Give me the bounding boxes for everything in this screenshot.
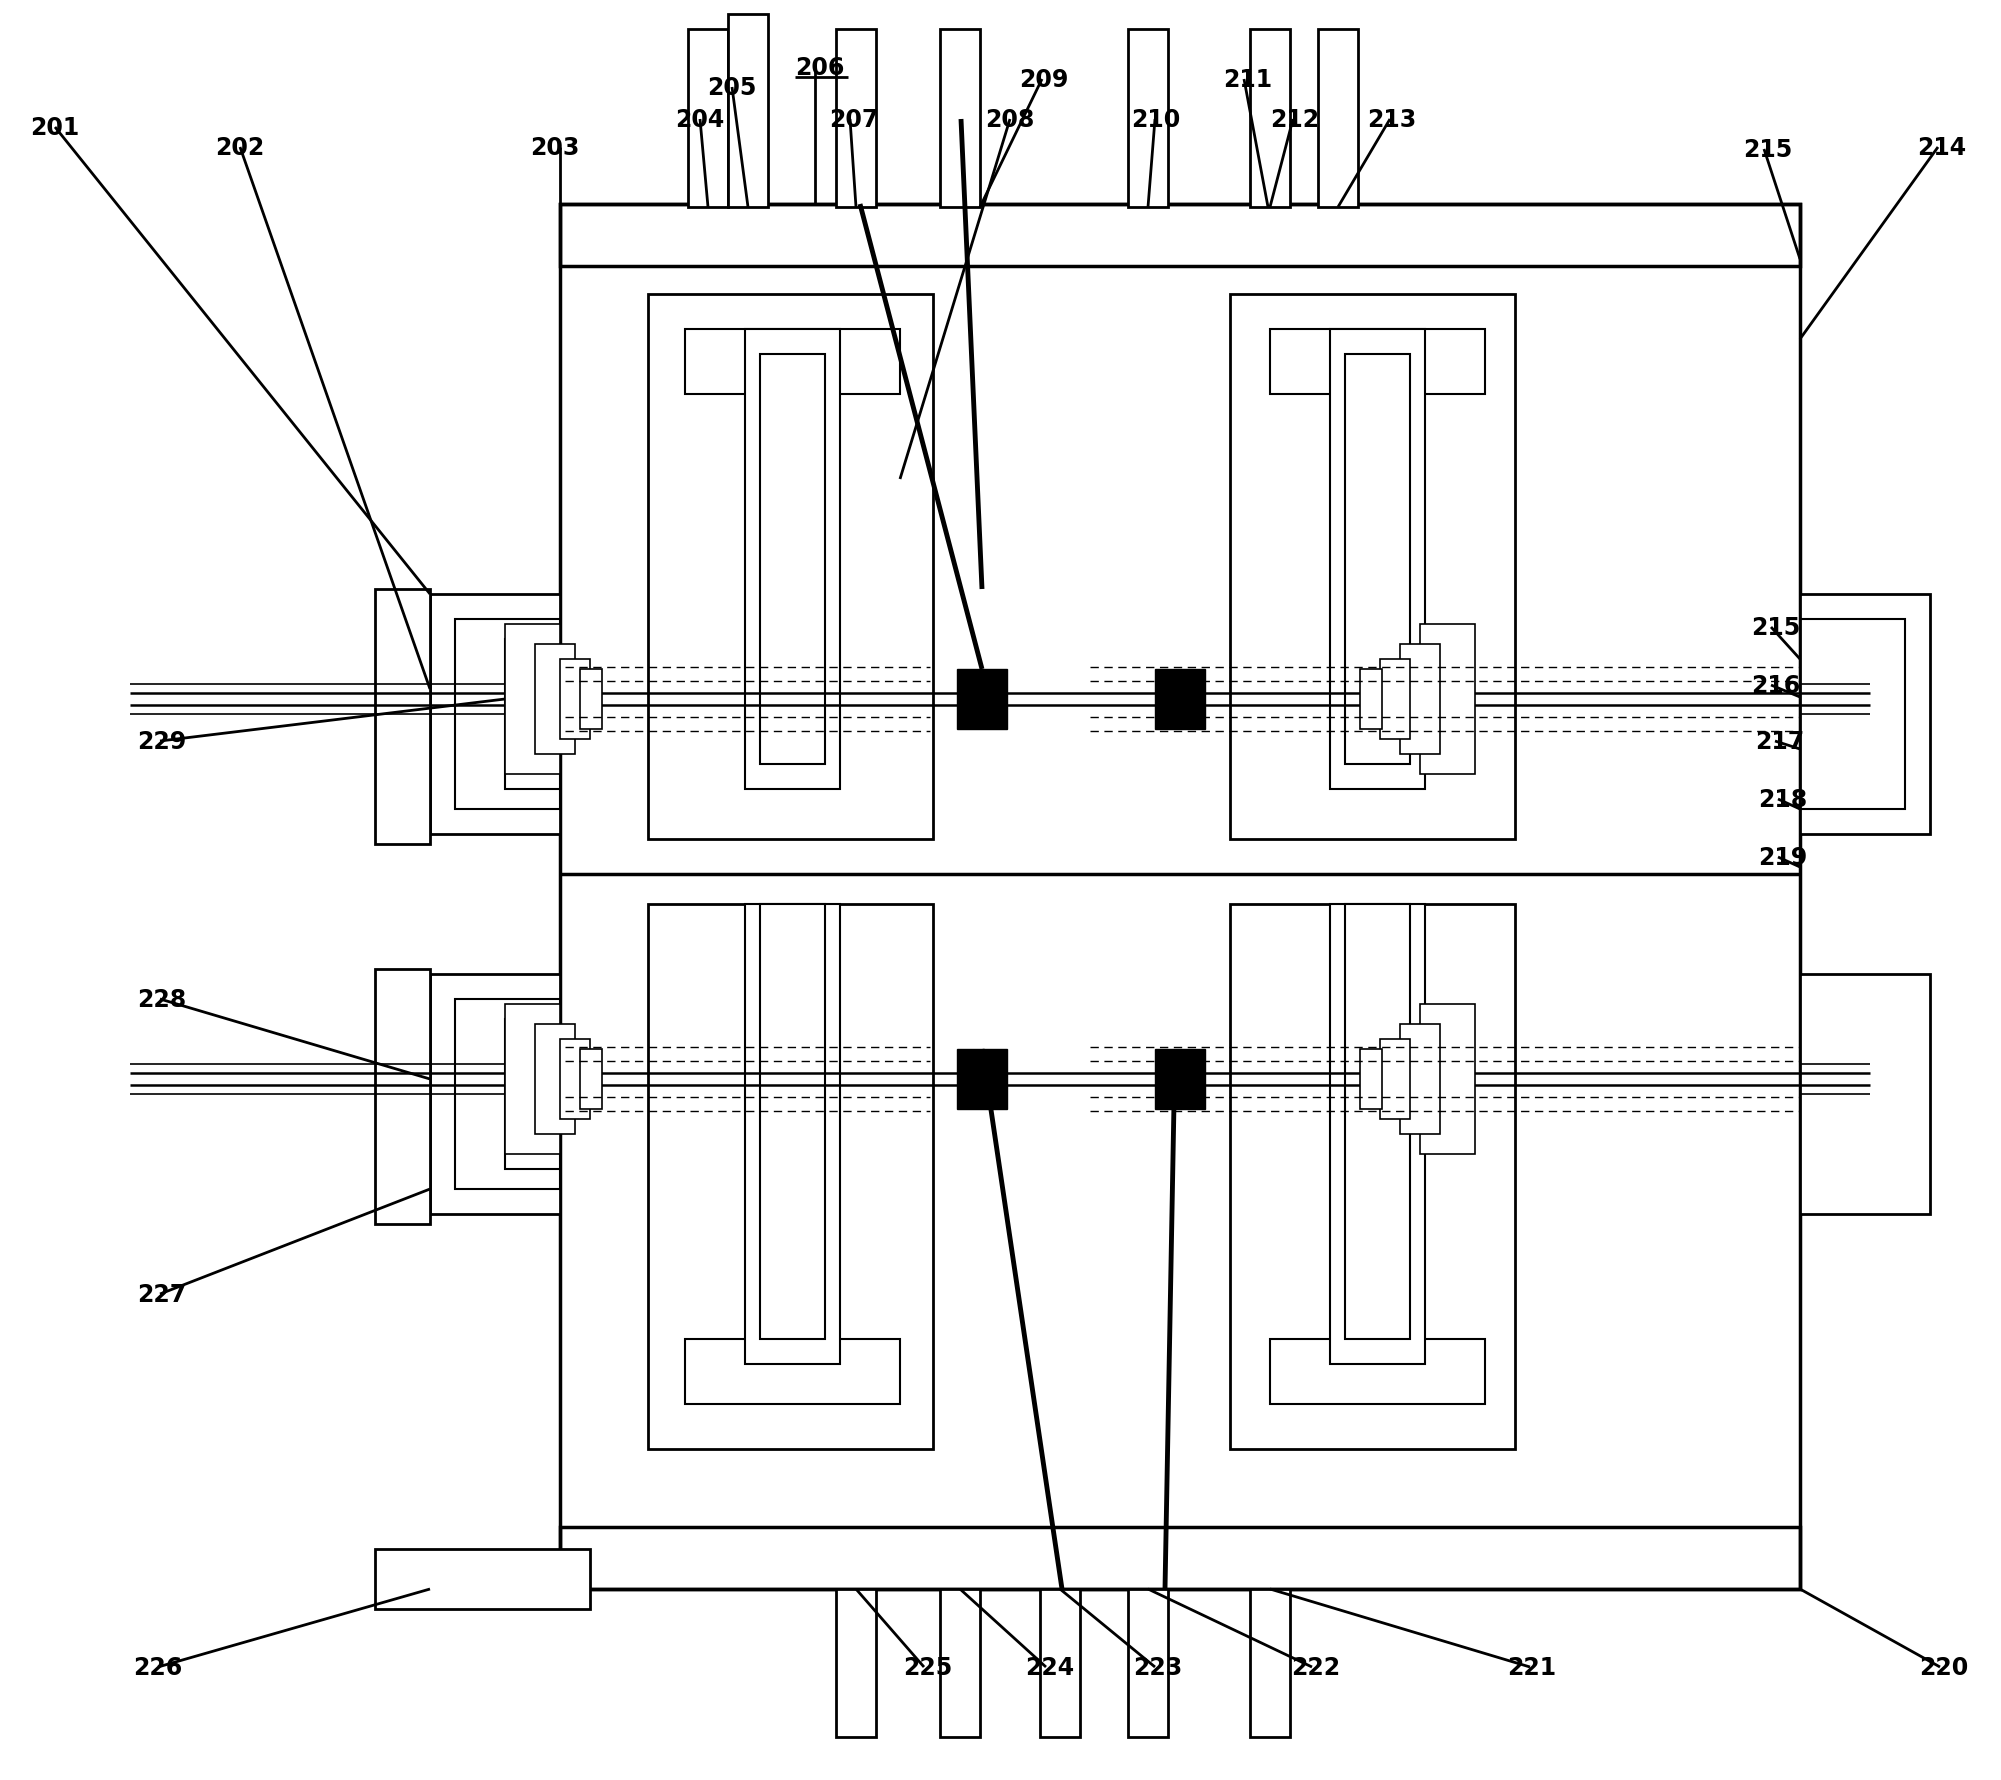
- Text: 205: 205: [706, 77, 756, 100]
- Text: 206: 206: [794, 55, 844, 80]
- Bar: [1801, 974, 1931, 1214]
- Bar: [560, 205, 1801, 1590]
- Text: 216: 216: [1751, 673, 1801, 698]
- Text: 215: 215: [1751, 616, 1801, 639]
- Text: 220: 220: [1919, 1655, 1969, 1679]
- Bar: [1041, 1590, 1081, 1737]
- Bar: [1345, 904, 1411, 1339]
- Text: 219: 219: [1759, 846, 1807, 869]
- Bar: [956, 1050, 1007, 1109]
- Text: 228: 228: [138, 988, 186, 1011]
- Bar: [1331, 904, 1425, 1363]
- Bar: [1401, 644, 1441, 755]
- Text: 229: 229: [138, 730, 186, 753]
- Bar: [968, 1057, 996, 1102]
- Bar: [1421, 1004, 1475, 1155]
- Bar: [374, 589, 430, 844]
- Bar: [836, 30, 876, 208]
- Bar: [580, 1050, 602, 1109]
- Bar: [560, 660, 590, 739]
- Bar: [1251, 30, 1291, 208]
- Text: 213: 213: [1367, 109, 1417, 132]
- Text: 208: 208: [984, 109, 1035, 132]
- Bar: [1319, 30, 1359, 208]
- Bar: [430, 595, 560, 835]
- Bar: [684, 329, 900, 395]
- Bar: [504, 1004, 560, 1155]
- Bar: [1421, 625, 1475, 774]
- Bar: [534, 644, 574, 755]
- Bar: [744, 904, 840, 1363]
- Bar: [1155, 1050, 1205, 1109]
- Bar: [1271, 1339, 1485, 1404]
- Text: 226: 226: [134, 1655, 182, 1679]
- Text: 209: 209: [1019, 68, 1069, 93]
- Bar: [580, 669, 602, 730]
- Bar: [684, 1339, 900, 1404]
- Bar: [560, 1527, 1801, 1590]
- Bar: [968, 678, 996, 721]
- Text: 225: 225: [902, 1655, 952, 1679]
- Bar: [728, 14, 768, 208]
- Bar: [1361, 669, 1383, 730]
- Bar: [1231, 295, 1515, 840]
- Bar: [1401, 1025, 1441, 1134]
- Bar: [374, 1549, 590, 1609]
- Text: 217: 217: [1755, 730, 1805, 753]
- Bar: [940, 1590, 980, 1737]
- Text: 223: 223: [1133, 1655, 1183, 1679]
- Bar: [374, 970, 430, 1225]
- Bar: [430, 974, 560, 1214]
- Bar: [956, 669, 1007, 730]
- Bar: [504, 625, 560, 774]
- Text: 214: 214: [1917, 135, 1967, 160]
- Bar: [744, 329, 840, 790]
- Text: 201: 201: [30, 116, 80, 141]
- Bar: [504, 639, 560, 790]
- Text: 203: 203: [530, 135, 580, 160]
- Bar: [688, 30, 728, 208]
- Bar: [760, 904, 824, 1339]
- Bar: [1331, 329, 1425, 790]
- Text: 218: 218: [1759, 787, 1807, 812]
- Text: 204: 204: [676, 109, 724, 132]
- Bar: [454, 999, 560, 1189]
- Bar: [560, 1040, 590, 1120]
- Bar: [1251, 1590, 1291, 1737]
- Bar: [1155, 669, 1205, 730]
- Bar: [1361, 1050, 1383, 1109]
- Text: 215: 215: [1743, 137, 1793, 162]
- Text: 222: 222: [1291, 1655, 1341, 1679]
- Bar: [940, 30, 980, 208]
- Bar: [1271, 329, 1485, 395]
- Bar: [836, 1590, 876, 1737]
- Text: 224: 224: [1025, 1655, 1075, 1679]
- Bar: [534, 1025, 574, 1134]
- Bar: [1381, 1040, 1411, 1120]
- Bar: [648, 295, 932, 840]
- Text: 207: 207: [828, 109, 878, 132]
- Text: 221: 221: [1507, 1655, 1557, 1679]
- Bar: [504, 1020, 560, 1169]
- Bar: [1129, 1590, 1169, 1737]
- Text: 211: 211: [1223, 68, 1273, 93]
- Bar: [1345, 354, 1411, 765]
- Bar: [1801, 619, 1905, 810]
- Text: 212: 212: [1271, 109, 1319, 132]
- Bar: [648, 904, 932, 1449]
- Text: 210: 210: [1131, 109, 1181, 132]
- Bar: [1381, 660, 1411, 739]
- Bar: [1167, 1057, 1195, 1102]
- Bar: [1231, 904, 1515, 1449]
- Bar: [1801, 595, 1931, 835]
- Bar: [1129, 30, 1169, 208]
- Bar: [454, 619, 560, 810]
- Bar: [1167, 678, 1195, 721]
- Bar: [760, 354, 824, 765]
- Bar: [560, 205, 1801, 267]
- Text: 227: 227: [138, 1282, 186, 1307]
- Text: 202: 202: [216, 135, 264, 160]
